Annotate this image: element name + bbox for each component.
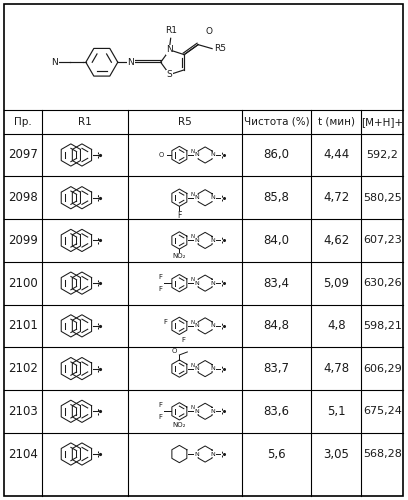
Text: [M+H]+: [M+H]+ bbox=[361, 117, 404, 127]
Text: R5: R5 bbox=[178, 117, 191, 127]
Text: N: N bbox=[211, 195, 215, 200]
Text: F: F bbox=[177, 212, 182, 220]
Text: 2099: 2099 bbox=[8, 234, 38, 247]
Text: 85,8: 85,8 bbox=[264, 191, 289, 204]
Text: 2103: 2103 bbox=[8, 405, 38, 418]
Text: N: N bbox=[166, 46, 173, 54]
Text: 2101: 2101 bbox=[8, 320, 38, 332]
Text: N: N bbox=[191, 362, 195, 368]
Text: F: F bbox=[159, 414, 163, 420]
Text: 4,72: 4,72 bbox=[323, 191, 350, 204]
Text: 84,8: 84,8 bbox=[264, 320, 289, 332]
Text: 4,8: 4,8 bbox=[327, 320, 346, 332]
Text: R1: R1 bbox=[165, 26, 177, 36]
Text: N: N bbox=[211, 324, 215, 328]
Text: 83,7: 83,7 bbox=[264, 362, 289, 375]
Text: N: N bbox=[211, 452, 215, 456]
Text: N: N bbox=[211, 152, 215, 158]
Text: 5,1: 5,1 bbox=[327, 405, 346, 418]
Text: N: N bbox=[195, 238, 200, 243]
Text: 5,6: 5,6 bbox=[267, 448, 286, 460]
Text: Пр.: Пр. bbox=[14, 117, 32, 127]
Text: N: N bbox=[195, 195, 200, 200]
Text: Чистота (%): Чистота (%) bbox=[244, 117, 309, 127]
Text: 580,25: 580,25 bbox=[363, 192, 401, 202]
Text: 2100: 2100 bbox=[8, 276, 38, 289]
Text: 592,2: 592,2 bbox=[366, 150, 398, 160]
Text: 606,29: 606,29 bbox=[363, 364, 401, 374]
Text: N: N bbox=[195, 280, 200, 285]
Text: S: S bbox=[167, 70, 173, 79]
Text: N: N bbox=[211, 238, 215, 243]
Text: N: N bbox=[195, 324, 200, 328]
Text: N: N bbox=[191, 149, 195, 154]
Text: 3,05: 3,05 bbox=[324, 448, 349, 460]
Text: 86,0: 86,0 bbox=[264, 148, 289, 162]
Text: N: N bbox=[191, 192, 195, 196]
Text: N: N bbox=[211, 280, 215, 285]
Text: 83,6: 83,6 bbox=[264, 405, 289, 418]
Text: R1: R1 bbox=[78, 117, 92, 127]
Text: N: N bbox=[195, 452, 200, 456]
Text: 630,26: 630,26 bbox=[363, 278, 401, 288]
Text: 84,0: 84,0 bbox=[264, 234, 289, 247]
Text: R5: R5 bbox=[214, 44, 226, 53]
Text: F: F bbox=[164, 319, 168, 325]
Text: N: N bbox=[51, 58, 58, 67]
Text: N: N bbox=[211, 409, 215, 414]
Text: F: F bbox=[159, 274, 163, 280]
Text: N: N bbox=[195, 152, 200, 158]
Text: NO₂: NO₂ bbox=[173, 422, 186, 428]
Text: 4,78: 4,78 bbox=[323, 362, 349, 375]
Text: 4,44: 4,44 bbox=[323, 148, 350, 162]
Text: 4,62: 4,62 bbox=[323, 234, 350, 247]
Text: 2097: 2097 bbox=[8, 148, 38, 162]
Text: 5,09: 5,09 bbox=[324, 276, 349, 289]
Text: 2098: 2098 bbox=[8, 191, 38, 204]
Text: N: N bbox=[191, 277, 195, 282]
Text: t (мин): t (мин) bbox=[318, 117, 355, 127]
Text: 598,21: 598,21 bbox=[363, 321, 402, 331]
Text: 2102: 2102 bbox=[8, 362, 38, 375]
Text: 607,23: 607,23 bbox=[363, 236, 401, 246]
Text: N: N bbox=[127, 58, 134, 67]
Text: F: F bbox=[182, 336, 185, 342]
Text: N: N bbox=[211, 366, 215, 371]
Text: F: F bbox=[159, 286, 163, 292]
Text: 568,28: 568,28 bbox=[363, 449, 402, 459]
Text: N: N bbox=[191, 234, 195, 240]
Text: NO₂: NO₂ bbox=[173, 253, 186, 259]
Text: O: O bbox=[205, 26, 212, 36]
Text: N: N bbox=[191, 406, 195, 410]
Text: 2104: 2104 bbox=[8, 448, 38, 460]
Text: F: F bbox=[159, 402, 163, 408]
Text: N: N bbox=[195, 409, 200, 414]
Text: N: N bbox=[195, 366, 200, 371]
Text: O: O bbox=[158, 152, 164, 158]
Text: 83,4: 83,4 bbox=[264, 276, 289, 289]
Text: O: O bbox=[172, 348, 177, 354]
Text: N: N bbox=[191, 320, 195, 325]
Text: 675,24: 675,24 bbox=[363, 406, 402, 416]
